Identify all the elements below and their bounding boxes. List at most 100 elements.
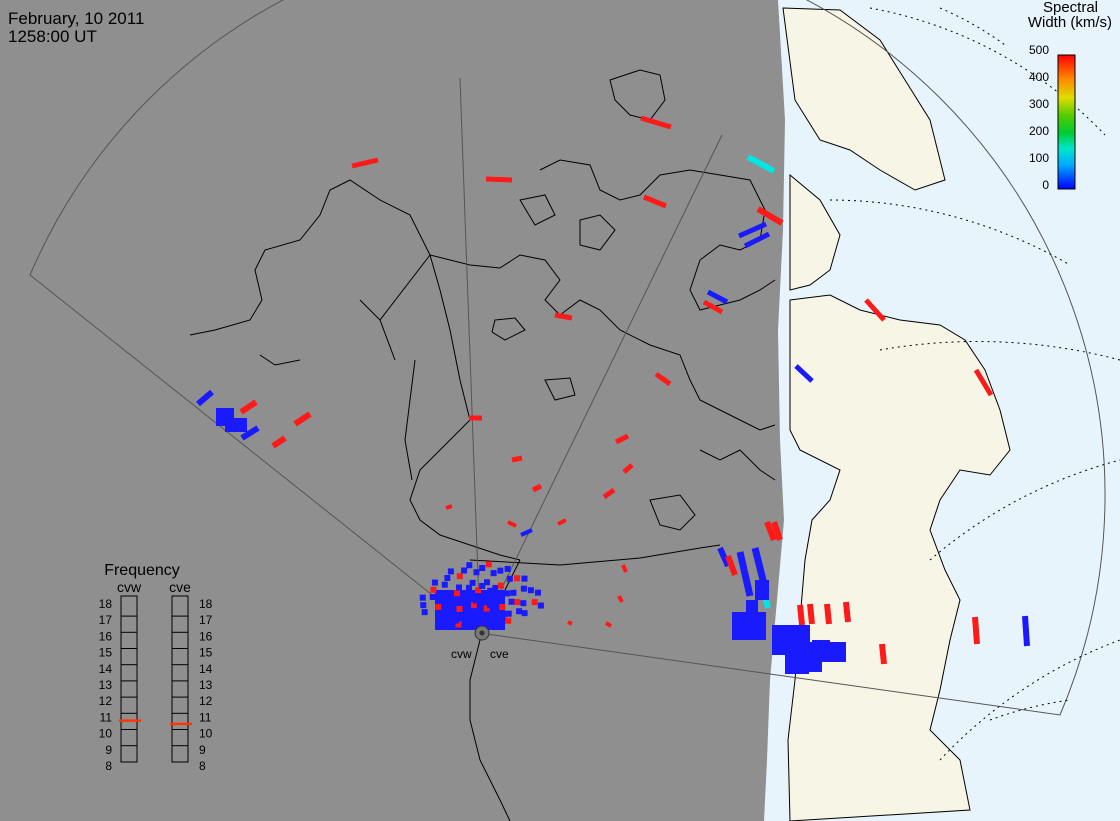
near-range-echo [500, 610, 507, 617]
colorbar-tick-300: 300 [1029, 97, 1049, 111]
near-range-echo [508, 598, 515, 605]
field-of-view [29, 0, 1106, 716]
near-range-echo [455, 621, 462, 628]
frequency-tick: 13 [199, 678, 213, 692]
near-range-echo [476, 605, 483, 612]
scatter-echo [240, 425, 260, 441]
scatter-echo [643, 194, 667, 209]
colorbar-tick-500: 500 [1029, 43, 1049, 57]
frequency-tick: 14 [199, 662, 213, 676]
colorbar-tick-100: 100 [1029, 151, 1049, 165]
near-range-echo [505, 617, 512, 624]
scatter-echo [622, 463, 634, 474]
scatter-echo [764, 520, 777, 542]
scatter-echo [617, 595, 624, 603]
near-range-echo [469, 606, 476, 613]
scatter-echo [706, 289, 729, 305]
near-range-echo [497, 567, 504, 574]
near-range-echo [514, 599, 521, 606]
frequency-title: Frequency [104, 562, 180, 579]
near-range-echo [487, 587, 494, 594]
scatter-echo [717, 546, 731, 568]
scatter-echo [621, 564, 628, 573]
scatter-echo [293, 411, 312, 427]
scatter-echo [725, 554, 738, 577]
near-range-echo [450, 613, 457, 620]
frequency-tick: 14 [99, 662, 113, 676]
near-range-echo [531, 599, 538, 606]
near-range-echo [490, 570, 497, 577]
near-range-echo [514, 575, 521, 582]
near-range-echo [485, 561, 492, 568]
scatter-echo [807, 603, 815, 625]
scatter-echo [972, 616, 980, 645]
near-range-echo [472, 597, 479, 604]
near-range-echo [479, 601, 486, 608]
near-range-echo [463, 589, 470, 596]
near-range-echo [420, 602, 427, 609]
near-range-echo [534, 589, 541, 596]
scatter-echo [271, 435, 287, 449]
scatter-echo [864, 298, 886, 322]
radar-label-cve: cve [490, 647, 509, 661]
frequency-tick: 10 [199, 727, 213, 741]
frequency-tick: 16 [199, 629, 213, 643]
frequency-tick: 9 [105, 743, 112, 757]
near-range-echo [479, 583, 486, 590]
latitude-grid [829, 7, 1120, 761]
scatter-cluster [812, 640, 830, 662]
near-range-echo [452, 617, 459, 624]
scatter-echo [554, 312, 573, 321]
near-range-echo [452, 595, 459, 602]
date-label: February, 10 2011 [8, 9, 144, 28]
near-range-echo [504, 565, 511, 572]
colorbar: Spectral Width (km/s) 500 400 300 200 10… [1028, 0, 1112, 192]
near-range-echo [444, 592, 451, 599]
near-range-echo [461, 567, 468, 574]
near-range-echo [483, 579, 490, 586]
near-range-echo [456, 584, 463, 591]
near-range-echo [453, 590, 460, 597]
scatter-echo [771, 521, 783, 541]
near-range-echo [482, 597, 489, 604]
near-range-echo [466, 562, 473, 569]
near-range-echo [520, 585, 527, 592]
scatter-echo [507, 520, 517, 528]
frequency-tick: 18 [199, 597, 213, 611]
near-range-echo [419, 594, 426, 601]
near-range-echo [500, 617, 507, 624]
scatter-echo [843, 601, 851, 623]
near-range-echo [447, 568, 454, 575]
near-range-echo [456, 605, 463, 612]
near-range-echo [429, 593, 436, 600]
near-range-echo [527, 587, 534, 594]
scatter-echo [614, 433, 630, 445]
frequency-tick: 9 [199, 743, 206, 757]
near-range-echo [487, 602, 494, 609]
near-range-echo [510, 589, 517, 596]
near-range-echo [441, 581, 448, 588]
near-range-echo [520, 600, 527, 607]
frequency-tick: 12 [199, 694, 213, 708]
colorbar-title-2: Width (km/s) [1028, 14, 1112, 31]
frequency-column-cvw [120, 595, 138, 763]
frequency-tick: 11 [100, 710, 113, 724]
scatter-echo [702, 299, 724, 315]
frequency-tick: 15 [99, 646, 113, 660]
near-range-echo [463, 605, 470, 612]
near-range-echo [430, 586, 437, 593]
near-range-echo [457, 610, 464, 617]
near-range-echo [443, 598, 450, 605]
scatter-echo [445, 504, 453, 510]
scatter-echo [736, 551, 754, 597]
frequency-column-cve [171, 595, 189, 763]
frequency-radar-cvw: cvw [117, 579, 142, 595]
near-range-echo [435, 603, 442, 610]
frequency-tick: 11 [199, 710, 212, 724]
near-range-echo [504, 590, 511, 597]
frequency-tick: 16 [99, 629, 113, 643]
near-range-echo [458, 615, 465, 622]
near-range-echo [466, 584, 473, 591]
